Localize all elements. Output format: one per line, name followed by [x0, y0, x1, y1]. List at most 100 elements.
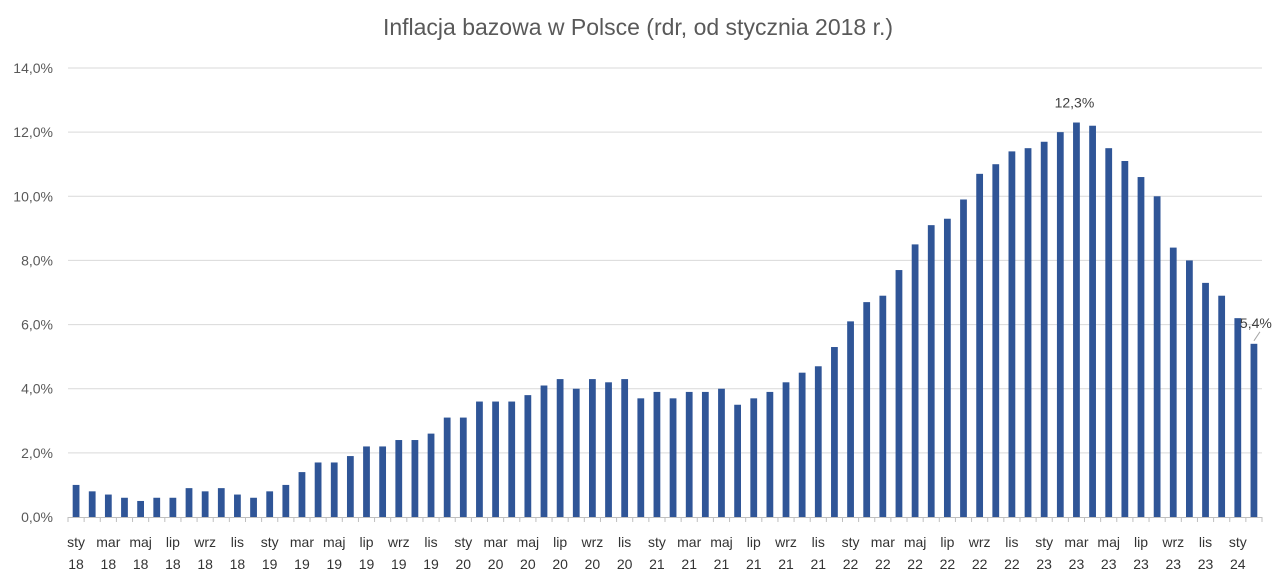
x-tick-month: lip	[359, 534, 373, 550]
x-tick-month: sty	[261, 534, 279, 550]
bar	[863, 302, 871, 517]
y-tick-label: 14,0%	[13, 60, 53, 76]
x-tick-year: 24	[1230, 556, 1246, 572]
x-tick-year: 20	[552, 556, 568, 572]
bar	[104, 494, 112, 517]
bar	[266, 491, 274, 517]
bar	[911, 244, 919, 517]
bar	[1040, 141, 1048, 517]
x-tick-year: 22	[875, 556, 891, 572]
x-tick-month: lis	[1199, 534, 1212, 550]
bar	[814, 366, 822, 517]
bar	[1089, 125, 1096, 517]
x-tick-month: wrz	[1161, 534, 1184, 550]
bar	[960, 199, 967, 517]
data-label-leader	[1253, 331, 1261, 342]
y-tick-label: 10,0%	[13, 188, 53, 204]
x-tick-year: 22	[940, 556, 956, 572]
bar	[1218, 295, 1226, 517]
bar	[443, 417, 451, 517]
bar	[314, 462, 322, 517]
bar	[1250, 343, 1258, 517]
bar	[943, 218, 951, 517]
x-tick-month: sty	[454, 534, 472, 550]
x-tick-month: sty	[1035, 534, 1053, 550]
bar	[1024, 148, 1032, 517]
bar	[847, 321, 854, 517]
bar	[1153, 196, 1161, 518]
y-tick-label: 0,0%	[21, 509, 53, 525]
x-tick-year: 23	[1198, 556, 1214, 572]
data-labels: 12,3% 5,4%	[1055, 95, 1272, 342]
x-tick-month: lip	[553, 534, 567, 550]
bar	[411, 440, 419, 517]
x-tick-month: mar	[1064, 534, 1088, 550]
data-label: 5,4%	[1240, 315, 1272, 331]
bar	[701, 391, 709, 517]
bar	[540, 385, 548, 517]
bar	[879, 295, 887, 517]
bar	[1073, 122, 1080, 518]
x-tick-year: 18	[133, 556, 149, 572]
bar	[734, 404, 741, 517]
x-tick-year: 19	[326, 556, 342, 572]
bar	[153, 497, 161, 517]
bar	[766, 391, 774, 517]
bar	[718, 388, 725, 517]
x-tick-month: mar	[871, 534, 895, 550]
x-tick-month: maj	[129, 534, 152, 550]
bar	[653, 391, 661, 517]
bar	[1008, 151, 1016, 517]
bar	[379, 446, 387, 517]
x-tick-month: sty	[842, 534, 860, 550]
bar	[605, 382, 612, 517]
x-tick-month: wrz	[387, 534, 410, 550]
x-tick-month: maj	[710, 534, 733, 550]
bar	[346, 456, 354, 517]
x-tick-month: lis	[1005, 534, 1018, 550]
x-tick-month: wrz	[193, 534, 216, 550]
x-tick-month: lis	[231, 534, 244, 550]
bar	[427, 433, 435, 517]
bar	[121, 497, 128, 517]
x-tick-year: 19	[294, 556, 310, 572]
bar	[234, 494, 241, 517]
bar	[992, 164, 1000, 517]
x-tick-year: 21	[778, 556, 794, 572]
bar	[1234, 318, 1242, 517]
bar	[669, 398, 677, 517]
bar	[185, 488, 193, 517]
x-tick-year: 18	[165, 556, 181, 572]
x-tick-month: sty	[648, 534, 666, 550]
x-tick-year: 23	[1069, 556, 1085, 572]
x-tick-year: 22	[843, 556, 859, 572]
bar	[330, 462, 338, 517]
bar	[492, 401, 499, 517]
x-tick-month: lip	[166, 534, 180, 550]
x-tick-month: sty	[1229, 534, 1247, 550]
bar	[363, 446, 370, 517]
bar	[750, 398, 758, 517]
x-axis-tick-labels: sty 18 mar 18 maj 18 lip 18 wrz 18 lis 18 sty 19 mar 19…	[67, 534, 1247, 572]
data-label: 12,3%	[1055, 95, 1095, 111]
bar	[508, 401, 516, 517]
x-tick-year: 18	[197, 556, 213, 572]
x-tick-month: maj	[904, 534, 927, 550]
x-tick-year: 20	[585, 556, 601, 572]
x-tick-year: 22	[1004, 556, 1020, 572]
x-tick-year: 22	[907, 556, 923, 572]
x-tick-month: wrz	[968, 534, 991, 550]
x-tick-year: 20	[617, 556, 633, 572]
x-tick-month: mar	[290, 534, 314, 550]
bar	[72, 484, 80, 517]
x-tick-year: 23	[1165, 556, 1181, 572]
bar	[1056, 132, 1064, 517]
x-tick-month: maj	[323, 534, 346, 550]
bar	[459, 417, 467, 517]
bar	[1121, 161, 1129, 517]
x-tick-year: 20	[488, 556, 504, 572]
bar	[976, 173, 984, 518]
bar	[685, 391, 693, 517]
bar	[927, 225, 935, 517]
